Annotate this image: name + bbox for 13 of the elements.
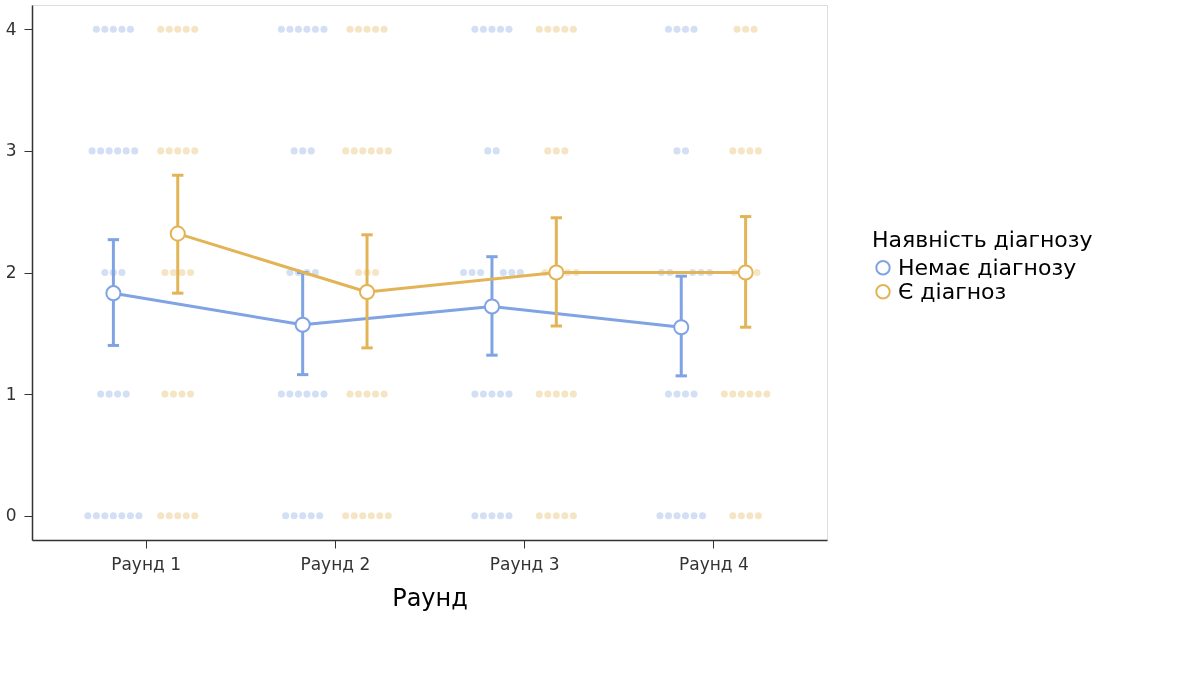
- x-tick-label: Раунд 4: [679, 553, 749, 574]
- y-tick-label: 3: [5, 140, 17, 161]
- x-axis-title: Раунд: [392, 583, 468, 612]
- y-tick-label: 1: [5, 383, 17, 404]
- y-tick-label: 2: [5, 262, 17, 282]
- y-tick-label: 4: [5, 18, 17, 39]
- legend-title: Наявність діагнозу: [872, 226, 1093, 252]
- legend-label: Немає діагнозу: [898, 254, 1077, 280]
- x-tick-label: Раунд 2: [300, 553, 371, 574]
- y-tick-label: 0: [5, 505, 17, 526]
- legend-label: Є діагноз: [898, 278, 1007, 304]
- x-tick-label: Раунд 3: [489, 553, 560, 574]
- x-tick-label: Раунд 1: [111, 553, 181, 574]
